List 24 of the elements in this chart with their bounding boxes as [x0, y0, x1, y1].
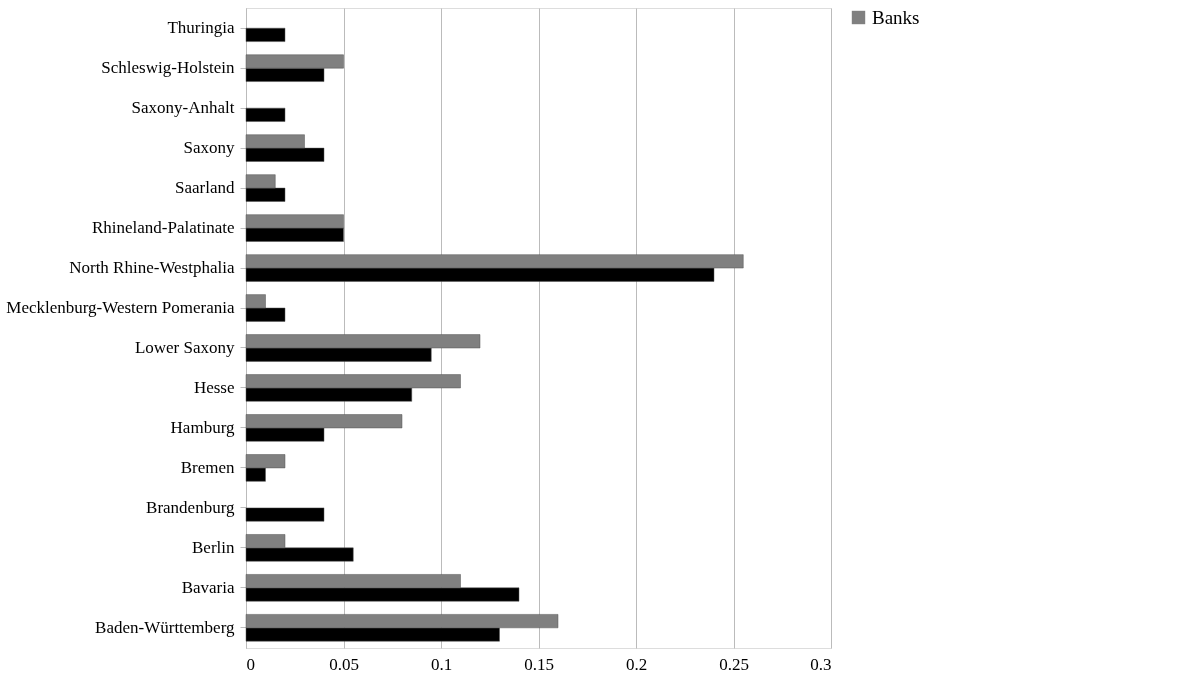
x-tick-label: 0.05 — [329, 654, 359, 674]
y-tick-label: Hamburg — [170, 417, 235, 437]
y-tick-label: Schleswig-Holstein — [101, 58, 235, 78]
y-tick-label: Mecklenburg-Western Pomerania — [6, 298, 235, 318]
y-tick-label: Brandenburg — [146, 497, 235, 517]
y-tick-label: Saarland — [175, 178, 235, 198]
x-tick-label: 0.25 — [719, 654, 749, 674]
y-tick-label: Saxony-Anhalt — [131, 98, 235, 118]
y-tick-label: Rhineland-Palatinate — [91, 218, 235, 238]
y-tick-label: North Rhine-Westphalia — [69, 258, 235, 278]
y-tick-label: Bavaria — [181, 577, 235, 597]
y-tick-label: Saxony — [183, 138, 235, 158]
x-tick-label: 0.2 — [625, 654, 648, 674]
y-tick-label: Hesse — [193, 377, 235, 397]
y-tick-label: Thuringia — [167, 18, 235, 38]
y-tick-label: Bremen — [180, 457, 235, 477]
x-tick-label: 0.1 — [430, 654, 453, 674]
x-tick-label: 0.15 — [524, 654, 554, 674]
y-tick-label: Baden-Württemberg — [95, 617, 235, 637]
x-tick-label: 0.3 — [810, 654, 832, 674]
y-tick-label: Berlin — [192, 537, 235, 557]
legend-label: Banks — [872, 6, 920, 28]
y-tick-label: Lower Saxony — [134, 337, 235, 357]
x-tick-label: 0 — [246, 654, 255, 674]
